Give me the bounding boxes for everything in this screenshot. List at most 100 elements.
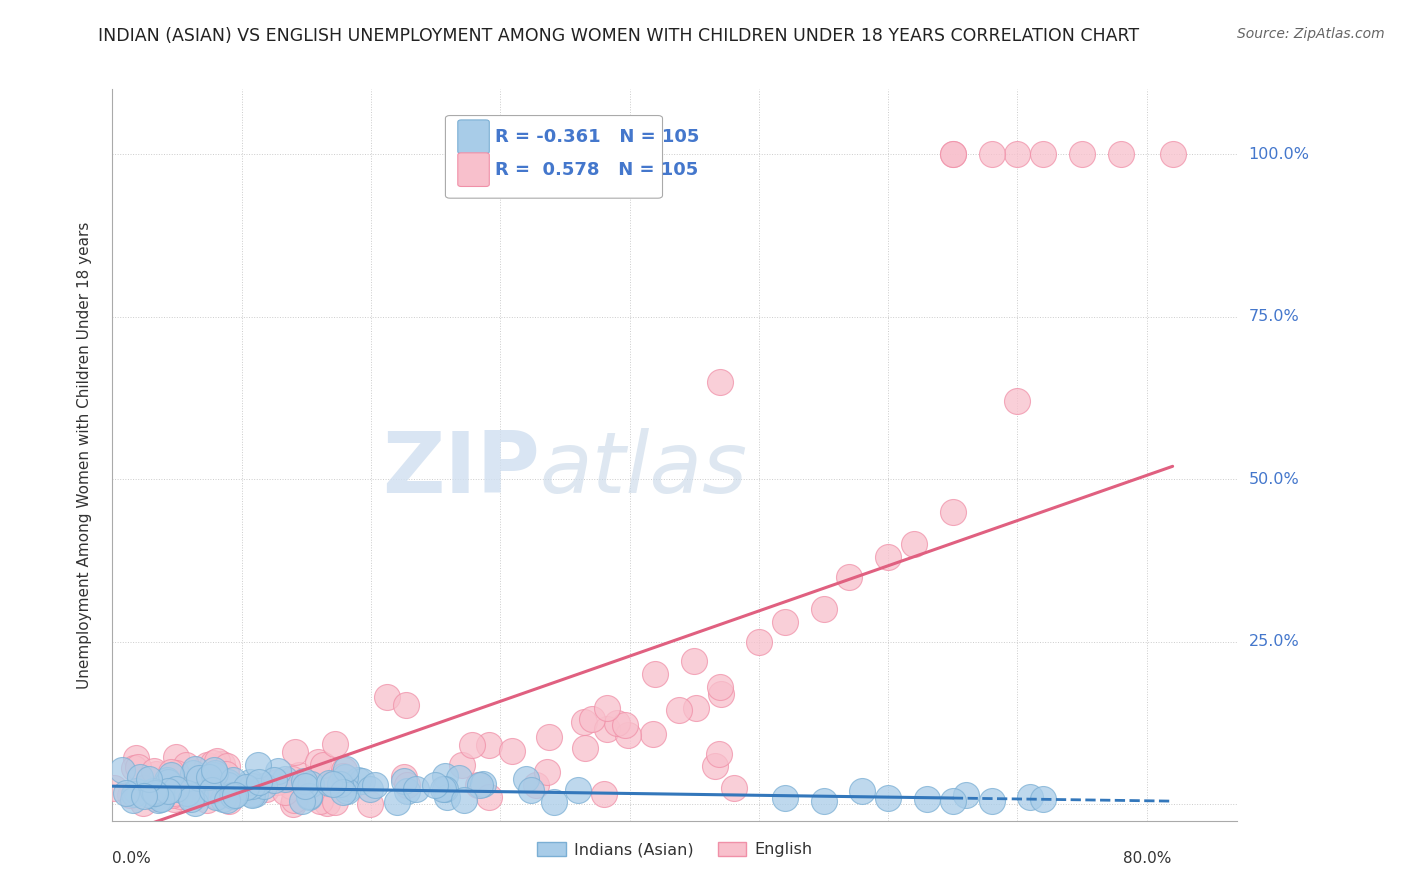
Text: atlas: atlas <box>540 428 748 511</box>
Point <box>169 779 191 793</box>
Point <box>184 788 207 802</box>
Point <box>299 776 322 790</box>
Point <box>461 739 484 753</box>
Point <box>307 755 329 769</box>
Point <box>138 772 160 787</box>
Text: 80.0%: 80.0% <box>1122 851 1171 866</box>
Point <box>132 789 155 804</box>
Point <box>184 789 207 804</box>
Point <box>218 794 240 808</box>
Point <box>942 505 965 519</box>
Point <box>723 780 745 795</box>
Point <box>668 702 690 716</box>
Point <box>297 789 319 804</box>
Point <box>1032 792 1054 806</box>
Point <box>748 635 770 649</box>
Point <box>616 728 638 742</box>
FancyBboxPatch shape <box>458 120 489 153</box>
Point <box>139 788 162 802</box>
Point <box>396 784 419 798</box>
Point <box>333 777 356 791</box>
Point <box>385 796 408 810</box>
Point <box>710 687 733 701</box>
Point <box>980 147 1002 161</box>
Point <box>246 757 269 772</box>
Point <box>352 774 374 789</box>
Point <box>217 778 239 792</box>
Point <box>128 770 150 784</box>
Point <box>501 743 523 757</box>
Point <box>375 690 398 704</box>
Point <box>309 794 332 808</box>
Point <box>160 788 183 802</box>
Point <box>273 772 295 786</box>
Point <box>193 778 215 792</box>
Point <box>145 767 167 781</box>
Point <box>280 779 302 793</box>
Point <box>709 747 731 761</box>
Point <box>103 781 125 796</box>
Point <box>274 785 297 799</box>
FancyBboxPatch shape <box>458 153 489 186</box>
Point <box>337 781 360 796</box>
Point <box>328 777 350 791</box>
Point <box>434 782 457 797</box>
Point <box>160 768 183 782</box>
Point <box>132 797 155 811</box>
Point <box>683 654 706 668</box>
Point <box>204 766 226 780</box>
Point <box>235 780 257 794</box>
Point <box>294 779 316 793</box>
Point <box>436 789 458 804</box>
Point <box>453 793 475 807</box>
Point <box>395 778 418 792</box>
Point <box>838 570 860 584</box>
Point <box>149 792 172 806</box>
Point <box>478 739 501 753</box>
Point <box>288 768 311 782</box>
Point <box>157 775 180 789</box>
Point <box>202 756 225 770</box>
Point <box>572 715 595 730</box>
Point <box>1007 147 1029 161</box>
Text: 100.0%: 100.0% <box>1249 146 1309 161</box>
Point <box>240 788 263 802</box>
Point <box>394 773 416 788</box>
Point <box>150 783 173 797</box>
Point <box>176 786 198 800</box>
Point <box>298 789 321 804</box>
Point <box>122 787 145 801</box>
Point <box>942 794 965 808</box>
Point <box>167 782 190 797</box>
Point <box>703 759 725 773</box>
Text: R =  0.578   N = 105: R = 0.578 N = 105 <box>495 161 699 178</box>
Point <box>332 763 354 777</box>
Text: 25.0%: 25.0% <box>1249 634 1299 649</box>
Point <box>125 784 148 798</box>
Point <box>1109 147 1132 161</box>
Point <box>644 667 666 681</box>
Point <box>451 758 474 772</box>
Point <box>332 785 354 799</box>
Point <box>851 784 873 798</box>
Text: 75.0%: 75.0% <box>1249 310 1299 325</box>
Text: 50.0%: 50.0% <box>1249 472 1299 487</box>
Point <box>232 782 254 797</box>
Point <box>122 761 145 775</box>
Point <box>335 762 357 776</box>
Point <box>643 727 665 741</box>
Point <box>157 783 180 797</box>
Point <box>980 794 1002 808</box>
Point <box>468 777 491 791</box>
Point <box>198 770 221 784</box>
Point <box>157 782 180 797</box>
Point <box>212 791 235 805</box>
Point <box>942 147 965 161</box>
Point <box>263 772 285 787</box>
Point <box>221 789 243 803</box>
Point <box>142 783 165 797</box>
Point <box>581 712 603 726</box>
Point <box>942 147 965 161</box>
Point <box>447 772 470 786</box>
Point <box>169 789 191 803</box>
